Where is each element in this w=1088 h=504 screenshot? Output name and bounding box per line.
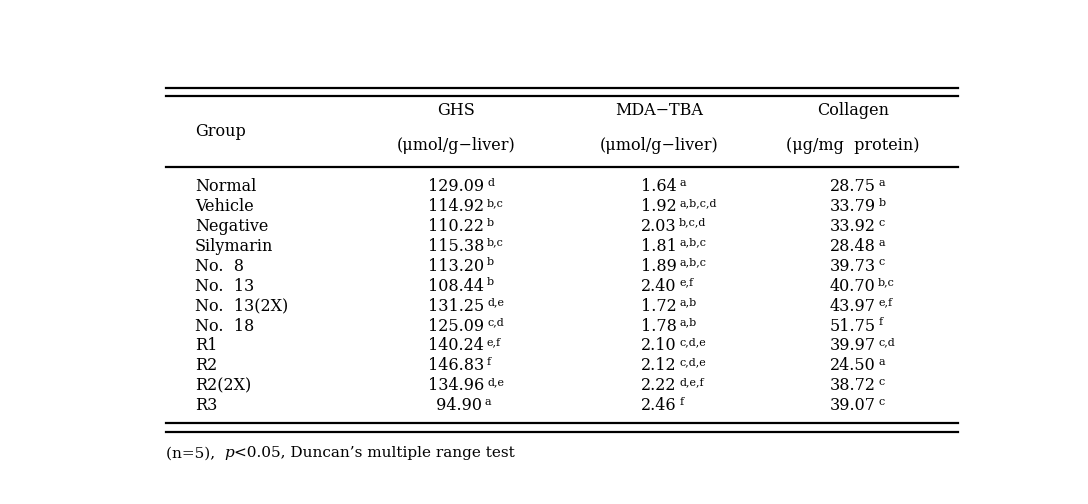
Text: 28.75: 28.75 [830,178,876,196]
Text: a,b,c,d: a,b,c,d [679,198,717,208]
Text: b,c: b,c [878,277,895,287]
Text: (μmol/g−liver): (μmol/g−liver) [599,137,718,154]
Text: d,e: d,e [487,297,504,307]
Text: a: a [484,397,491,407]
Text: R2: R2 [195,357,218,374]
Text: Normal: Normal [195,178,257,196]
Text: b,c: b,c [487,198,504,208]
Text: 24.50: 24.50 [830,357,876,374]
Text: 2.22: 2.22 [641,377,677,394]
Text: p: p [224,446,234,460]
Text: a,b: a,b [679,317,696,327]
Text: 39.97: 39.97 [830,338,876,354]
Text: c,d: c,d [878,337,895,347]
Text: a: a [878,178,885,188]
Text: c: c [878,258,885,268]
Text: 146.83: 146.83 [429,357,484,374]
Text: <0.05, Duncan’s multiple range test: <0.05, Duncan’s multiple range test [234,446,515,460]
Text: f: f [679,397,683,407]
Text: 108.44: 108.44 [429,278,484,295]
Text: R3: R3 [195,397,218,414]
Text: a: a [679,178,685,188]
Text: e,f: e,f [487,337,500,347]
Text: a: a [878,357,885,367]
Text: b: b [487,218,494,228]
Text: e,f: e,f [679,277,693,287]
Text: Group: Group [195,123,246,140]
Text: d,e: d,e [487,377,504,387]
Text: c: c [878,397,885,407]
Text: 115.38: 115.38 [429,238,484,255]
Text: 2.46: 2.46 [641,397,677,414]
Text: 94.90: 94.90 [431,397,482,414]
Text: 33.92: 33.92 [830,218,876,235]
Text: Collagen: Collagen [817,102,889,119]
Text: R1: R1 [195,338,218,354]
Text: 1.89: 1.89 [641,258,677,275]
Text: b: b [487,277,494,287]
Text: 1.92: 1.92 [641,198,677,215]
Text: f: f [878,317,882,327]
Text: b: b [487,258,494,268]
Text: a,b,c: a,b,c [679,258,706,268]
Text: 2.12: 2.12 [641,357,677,374]
Text: p: p [224,446,234,460]
Text: 110.22: 110.22 [429,218,484,235]
Text: c,d,e: c,d,e [679,337,706,347]
Text: 2.10: 2.10 [641,338,677,354]
Text: Vehicle: Vehicle [195,198,254,215]
Text: 40.70: 40.70 [830,278,876,295]
Text: e,f: e,f [878,297,892,307]
Text: 1.64: 1.64 [641,178,677,196]
Text: a: a [878,237,885,247]
Text: Silymarin: Silymarin [195,238,273,255]
Text: 1.81: 1.81 [641,238,677,255]
Text: b,c,d: b,c,d [679,218,706,228]
Text: R2(2X): R2(2X) [195,377,251,394]
Text: c: c [878,377,885,387]
Text: GHS: GHS [437,102,475,119]
Text: (n=5),: (n=5), [165,446,224,460]
Text: No.  18: No. 18 [195,318,255,335]
Text: 38.72: 38.72 [830,377,876,394]
Text: c: c [878,218,885,228]
Text: b: b [878,198,886,208]
Text: a,b,c: a,b,c [679,237,706,247]
Text: No.  8: No. 8 [195,258,244,275]
Text: No.  13: No. 13 [195,278,255,295]
Text: c,d: c,d [487,317,504,327]
Text: f: f [487,357,491,367]
Text: 1.78: 1.78 [641,318,677,335]
Text: 114.92: 114.92 [429,198,484,215]
Text: Negative: Negative [195,218,269,235]
Text: MDA−TBA: MDA−TBA [615,102,703,119]
Text: c,d,e: c,d,e [679,357,706,367]
Text: 2.03: 2.03 [641,218,677,235]
Text: (μmol/g−liver): (μmol/g−liver) [397,137,516,154]
Text: b,c: b,c [487,237,504,247]
Text: 39.07: 39.07 [830,397,876,414]
Text: 28.48: 28.48 [830,238,876,255]
Text: 43.97: 43.97 [830,298,876,314]
Text: 2.40: 2.40 [641,278,677,295]
Text: 39.73: 39.73 [830,258,876,275]
Text: (n=5),: (n=5), [165,446,224,460]
Text: a,b: a,b [679,297,696,307]
Text: 129.09: 129.09 [429,178,484,196]
Text: 140.24: 140.24 [429,338,484,354]
Text: 51.75: 51.75 [830,318,876,335]
Text: 33.79: 33.79 [830,198,876,215]
Text: 125.09: 125.09 [429,318,484,335]
Text: 113.20: 113.20 [429,258,484,275]
Text: 1.72: 1.72 [641,298,677,314]
Text: 134.96: 134.96 [429,377,484,394]
Text: d,e,f: d,e,f [679,377,704,387]
Text: (μg/mg  protein): (μg/mg protein) [786,137,919,154]
Text: 131.25: 131.25 [429,298,484,314]
Text: No.  13(2X): No. 13(2X) [195,298,288,314]
Text: d: d [487,178,494,188]
